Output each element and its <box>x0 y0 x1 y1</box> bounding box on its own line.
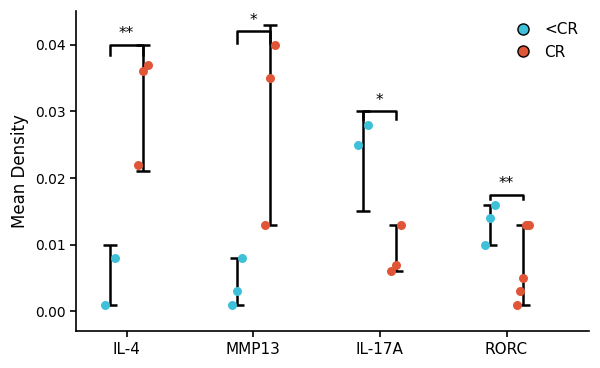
Y-axis label: Mean Density: Mean Density <box>11 114 29 229</box>
Point <box>392 262 401 268</box>
Point <box>485 215 495 221</box>
Point <box>480 242 490 248</box>
Point <box>110 255 120 261</box>
Point <box>133 162 143 168</box>
Point <box>232 289 242 294</box>
Point <box>386 269 396 275</box>
Text: *: * <box>376 93 383 108</box>
Point <box>138 68 148 74</box>
Point <box>260 222 269 228</box>
Point <box>143 62 153 68</box>
Legend: <CR, CR: <CR, CR <box>502 16 584 66</box>
Point <box>521 222 531 228</box>
Text: **: ** <box>119 26 134 41</box>
Point <box>265 75 274 81</box>
Point <box>270 42 280 47</box>
Text: *: * <box>250 13 257 28</box>
Point <box>512 302 521 308</box>
Point <box>237 255 247 261</box>
Point <box>353 142 363 148</box>
Point <box>518 275 528 281</box>
Point <box>100 302 110 308</box>
Text: **: ** <box>499 176 514 191</box>
Point <box>515 289 524 294</box>
Point <box>397 222 406 228</box>
Point <box>364 122 373 128</box>
Point <box>227 302 236 308</box>
Point <box>490 202 500 208</box>
Point <box>524 222 534 228</box>
